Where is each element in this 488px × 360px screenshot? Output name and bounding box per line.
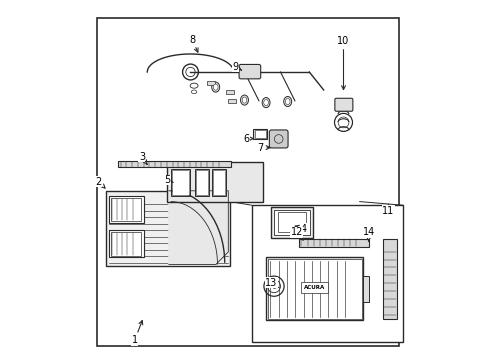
- Bar: [111, 232, 141, 256]
- Bar: [206, 81, 214, 85]
- Bar: [362, 276, 368, 302]
- Bar: [109, 230, 143, 257]
- Bar: [170, 169, 190, 196]
- FancyBboxPatch shape: [269, 130, 287, 148]
- Text: ACURA: ACURA: [304, 285, 325, 290]
- Bar: [97, 18, 399, 346]
- Bar: [171, 170, 189, 195]
- Bar: [109, 196, 143, 223]
- Bar: [298, 239, 368, 247]
- Bar: [212, 169, 226, 196]
- Ellipse shape: [285, 98, 289, 104]
- Text: 11: 11: [382, 204, 394, 216]
- Polygon shape: [168, 191, 228, 265]
- Polygon shape: [106, 191, 230, 266]
- Bar: [251, 205, 402, 342]
- Ellipse shape: [191, 90, 196, 94]
- Text: 7: 7: [257, 143, 269, 153]
- Ellipse shape: [263, 100, 268, 106]
- Bar: [226, 90, 234, 94]
- Text: 2: 2: [95, 177, 105, 188]
- Bar: [271, 207, 312, 238]
- Text: 8: 8: [189, 35, 198, 52]
- Text: 14: 14: [362, 227, 374, 241]
- Ellipse shape: [283, 96, 291, 107]
- Text: 5: 5: [163, 175, 173, 185]
- Bar: [167, 162, 262, 202]
- Text: @: @: [271, 284, 276, 289]
- Bar: [277, 212, 306, 232]
- Text: 13: 13: [265, 278, 278, 288]
- Bar: [111, 198, 141, 221]
- FancyBboxPatch shape: [239, 64, 260, 79]
- Ellipse shape: [211, 82, 219, 92]
- Ellipse shape: [262, 98, 269, 108]
- Bar: [267, 259, 361, 319]
- Bar: [228, 99, 236, 103]
- Text: 12: 12: [290, 227, 303, 240]
- Ellipse shape: [242, 97, 246, 103]
- Bar: [265, 257, 363, 320]
- Text: 6: 6: [243, 134, 253, 144]
- Ellipse shape: [190, 83, 198, 88]
- Bar: [194, 169, 209, 196]
- Bar: [382, 239, 396, 319]
- Text: 3: 3: [139, 152, 147, 165]
- Bar: [254, 130, 265, 138]
- Text: 4: 4: [295, 224, 306, 234]
- Bar: [213, 170, 225, 195]
- Text: 1: 1: [131, 320, 142, 345]
- Bar: [118, 161, 231, 167]
- Bar: [274, 210, 309, 235]
- Bar: [196, 170, 208, 195]
- Ellipse shape: [213, 84, 218, 90]
- Text: 10: 10: [337, 36, 349, 90]
- Bar: [253, 129, 266, 139]
- Text: 9: 9: [232, 62, 241, 72]
- FancyBboxPatch shape: [334, 98, 352, 111]
- Ellipse shape: [240, 95, 248, 105]
